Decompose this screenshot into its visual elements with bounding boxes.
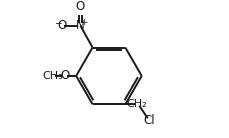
Text: Cl: Cl bbox=[143, 114, 154, 127]
Text: CH₂: CH₂ bbox=[126, 99, 147, 109]
Text: CH₃: CH₃ bbox=[43, 71, 63, 81]
Text: N: N bbox=[76, 19, 85, 32]
Text: +: + bbox=[80, 18, 88, 27]
Text: O: O bbox=[57, 19, 66, 32]
Text: O: O bbox=[60, 69, 69, 82]
Text: −: − bbox=[54, 18, 62, 27]
Text: O: O bbox=[75, 0, 85, 13]
